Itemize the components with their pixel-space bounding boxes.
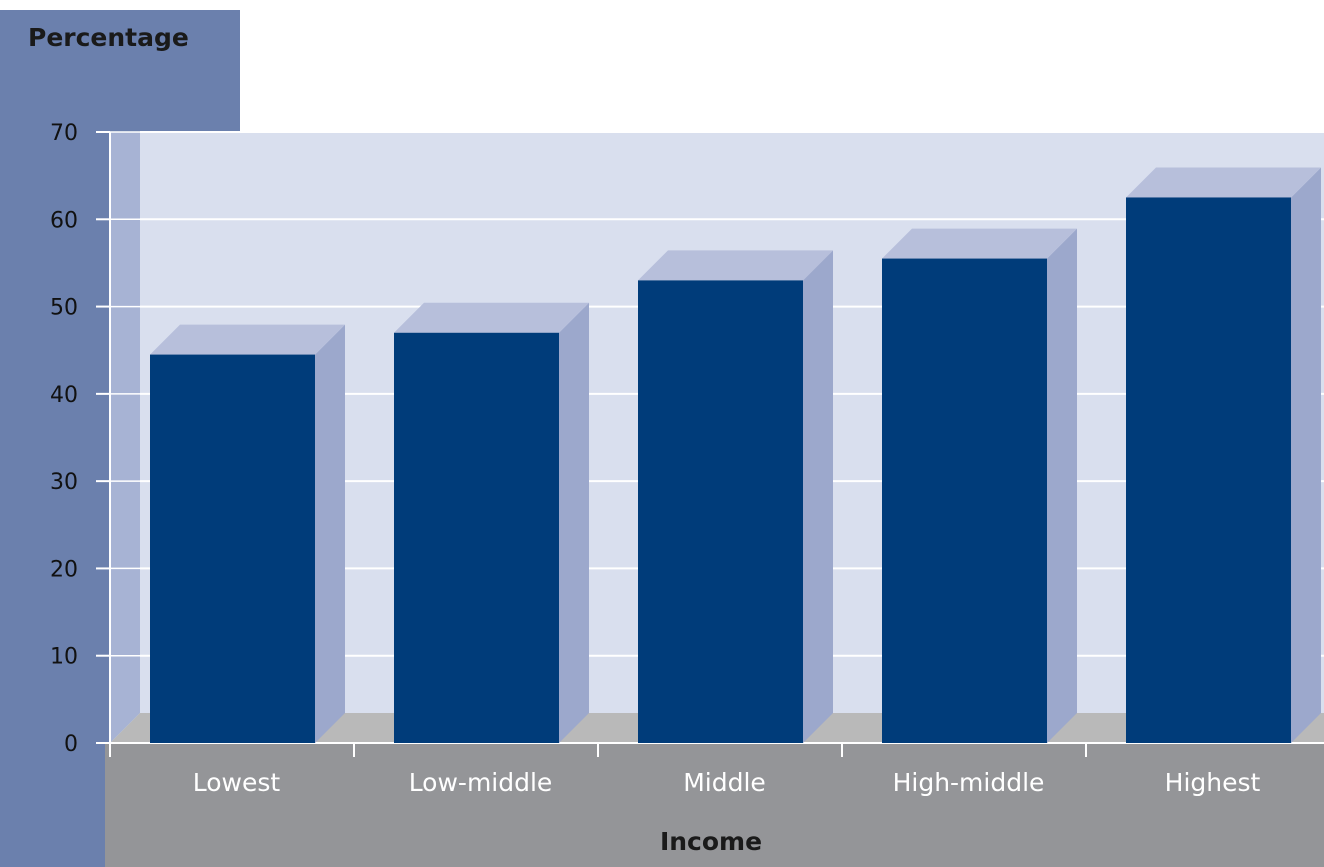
y-tick-label: 30 <box>50 470 78 495</box>
bar-side <box>315 324 345 743</box>
x-tick-label: Highest <box>1165 768 1261 797</box>
x-tick-label: High-middle <box>893 768 1045 797</box>
y-tick-label: 60 <box>50 208 78 233</box>
y-tick-label: 20 <box>50 557 78 582</box>
y-ticks: 0 10 20 30 40 50 60 70 <box>50 121 110 757</box>
x-ticks <box>109 743 1087 757</box>
y-tick-label: 0 <box>64 732 78 757</box>
bar-side <box>559 302 589 743</box>
x-tick-label: Middle <box>683 768 766 797</box>
bar-front <box>882 258 1047 743</box>
bar <box>394 302 589 743</box>
bar-front <box>394 332 559 743</box>
y-tick-label: 70 <box>50 121 78 146</box>
bar-top <box>882 228 1077 259</box>
bar-side <box>803 250 833 743</box>
bar-top <box>150 324 345 355</box>
bar-front <box>638 280 803 743</box>
bar-front <box>150 354 315 743</box>
x-tick-label: Low-middle <box>409 768 553 797</box>
y-tick-label: 10 <box>50 645 78 670</box>
bar-front <box>1126 197 1291 743</box>
bar-top <box>1126 167 1321 198</box>
plot-left-wall <box>110 132 140 743</box>
bar-side <box>1047 228 1077 744</box>
bar-side <box>1291 167 1321 743</box>
bars <box>150 167 1321 744</box>
y-tick-label: 50 <box>50 296 78 321</box>
x-axis-title: Income <box>660 827 762 856</box>
bar <box>882 228 1077 744</box>
bar <box>1126 167 1321 743</box>
bar <box>638 250 833 743</box>
y-axis-title: Percentage <box>28 23 189 52</box>
y-tick-label: 40 <box>50 383 78 408</box>
bar-top <box>638 250 833 281</box>
bar-top <box>394 302 589 333</box>
x-tick-label: Lowest <box>193 768 281 797</box>
bar <box>150 324 345 743</box>
x-axis-panel <box>105 743 1324 867</box>
category-labels: Lowest Low-middle Middle High-middle Highest <box>193 768 1261 797</box>
